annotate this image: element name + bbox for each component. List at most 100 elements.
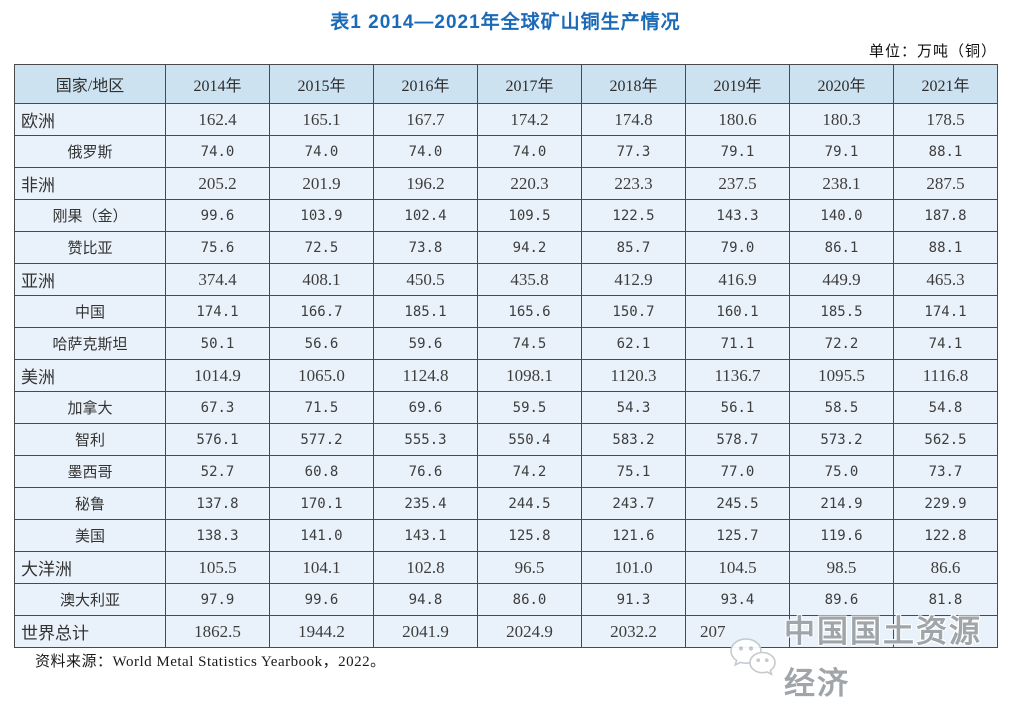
value-cell: 244.5	[477, 487, 582, 520]
row-label: 美洲	[14, 359, 166, 392]
value-cell: 98.5	[789, 551, 894, 584]
value-cell: 74.2	[477, 455, 582, 488]
value-cell: 72.2	[789, 327, 894, 360]
value-cell: 99.6	[269, 583, 374, 616]
value-cell: 465.3	[893, 263, 998, 296]
column-header: 2016年	[373, 64, 478, 104]
value-cell: 138.3	[165, 519, 270, 552]
value-cell: 56.1	[685, 391, 790, 424]
value-cell	[789, 615, 894, 648]
value-cell: 205.2	[165, 167, 270, 200]
value-cell: 73.7	[893, 455, 998, 488]
column-header: 2018年	[581, 64, 686, 104]
value-cell: 88.1	[893, 231, 998, 264]
table-row: 秘鲁 137.8 170.1 235.4 244.5 243.7 245.5 214.9 229…	[14, 487, 998, 520]
value-cell: 201.9	[269, 167, 374, 200]
source-note: 资料来源：World Metal Statistics Yearbook，202…	[35, 654, 386, 670]
value-cell: 166.7	[269, 295, 374, 328]
row-label: 智利	[14, 423, 166, 456]
value-cell: 137.8	[165, 487, 270, 520]
value-cell: 69.6	[373, 391, 478, 424]
value-cell: 185.5	[789, 295, 894, 328]
value-cell: 583.2	[581, 423, 686, 456]
value-cell: 74.0	[165, 135, 270, 168]
value-cell: 412.9	[581, 263, 686, 296]
column-header: 2020年	[789, 64, 894, 104]
value-cell: 58.5	[789, 391, 894, 424]
value-cell: 435.8	[477, 263, 582, 296]
value-cell: 220.3	[477, 167, 582, 200]
value-cell: 229.9	[893, 487, 998, 520]
value-cell: 140.0	[789, 199, 894, 232]
value-cell: 165.1	[269, 103, 374, 136]
table-row: 美洲 1014.9 1065.0 1124.8 1098.1 1120.3 1136.7 10…	[14, 359, 998, 392]
value-cell: 408.1	[269, 263, 374, 296]
value-cell: 214.9	[789, 487, 894, 520]
table-row: 智利 576.1 577.2 555.3 550.4 583.2 578.7 573.2 562…	[14, 423, 998, 456]
value-cell: 185.1	[373, 295, 478, 328]
table-row: 赞比亚 75.6 72.5 73.8 94.2 85.7 79.0 86.1 88.1	[14, 231, 998, 264]
value-cell: 71.5	[269, 391, 374, 424]
value-cell: 1065.0	[269, 359, 374, 392]
value-cell: 73.8	[373, 231, 478, 264]
value-cell: 374.4	[165, 263, 270, 296]
value-cell: 1124.8	[373, 359, 478, 392]
table-row: 美国 138.3 141.0 143.1 125.8 121.6 125.7 119.6 122…	[14, 519, 998, 552]
value-cell: 74.5	[477, 327, 582, 360]
row-label: 非洲	[14, 167, 166, 200]
value-cell: 1014.9	[165, 359, 270, 392]
value-cell: 143.1	[373, 519, 478, 552]
column-header: 2021年	[893, 64, 998, 104]
value-cell: 416.9	[685, 263, 790, 296]
row-label: 大洋洲	[14, 551, 166, 584]
row-label: 亚洲	[14, 263, 166, 296]
row-label: 中国	[14, 295, 166, 328]
value-cell: 125.7	[685, 519, 790, 552]
value-cell: 170.1	[269, 487, 374, 520]
column-header: 国家/地区	[14, 64, 166, 104]
value-cell: 576.1	[165, 423, 270, 456]
value-cell: 207	[685, 615, 790, 648]
value-cell: 85.7	[581, 231, 686, 264]
value-cell: 555.3	[373, 423, 478, 456]
value-cell: 76.6	[373, 455, 478, 488]
value-cell: 1116.8	[893, 359, 998, 392]
value-cell: 223.3	[581, 167, 686, 200]
value-cell: 75.1	[581, 455, 686, 488]
value-cell: 2032.2	[581, 615, 686, 648]
value-cell: 125.8	[477, 519, 582, 552]
value-cell: 74.0	[477, 135, 582, 168]
table-row: 中国 174.1 166.7 185.1 165.6 150.7 160.1 185.5 174…	[14, 295, 998, 328]
value-cell: 550.4	[477, 423, 582, 456]
row-label: 欧洲	[14, 103, 166, 136]
value-cell: 449.9	[789, 263, 894, 296]
value-cell: 77.3	[581, 135, 686, 168]
value-cell: 71.1	[685, 327, 790, 360]
value-cell: 103.9	[269, 199, 374, 232]
value-cell: 101.0	[581, 551, 686, 584]
production-table: 国家/地区 2014年 2015年 2016年 2017年 2018年 2019年 2020年…	[14, 64, 998, 648]
row-label: 加拿大	[14, 391, 166, 424]
value-cell: 174.8	[581, 103, 686, 136]
value-cell: 1944.2	[269, 615, 374, 648]
table-row: 刚果（金） 99.6 103.9 102.4 109.5 122.5 143.3 140.0 1…	[14, 199, 998, 232]
value-cell: 52.7	[165, 455, 270, 488]
value-cell: 180.3	[789, 103, 894, 136]
value-cell: 93.4	[685, 583, 790, 616]
value-cell: 1120.3	[581, 359, 686, 392]
row-label: 澳大利亚	[14, 583, 166, 616]
table-row: 大洋洲 105.5 104.1 102.8 96.5 101.0 104.5 98.5 86.6	[14, 551, 998, 584]
value-cell: 54.3	[581, 391, 686, 424]
value-cell: 2041.9	[373, 615, 478, 648]
table-row: 非洲 205.2 201.9 196.2 220.3 223.3 237.5 238.1 287…	[14, 167, 998, 200]
value-cell: 174.1	[893, 295, 998, 328]
value-cell: 122.8	[893, 519, 998, 552]
value-cell: 2024.9	[477, 615, 582, 648]
value-cell: 238.1	[789, 167, 894, 200]
value-cell: 573.2	[789, 423, 894, 456]
value-cell: 91.3	[581, 583, 686, 616]
table-title: 表1 2014—2021年全球矿山铜生产情况	[330, 12, 681, 33]
value-cell: 102.8	[373, 551, 478, 584]
value-cell: 86.1	[789, 231, 894, 264]
table-row: 哈萨克斯坦 50.1 56.6 59.6 74.5 62.1 71.1 72.2 74.1	[14, 327, 998, 360]
